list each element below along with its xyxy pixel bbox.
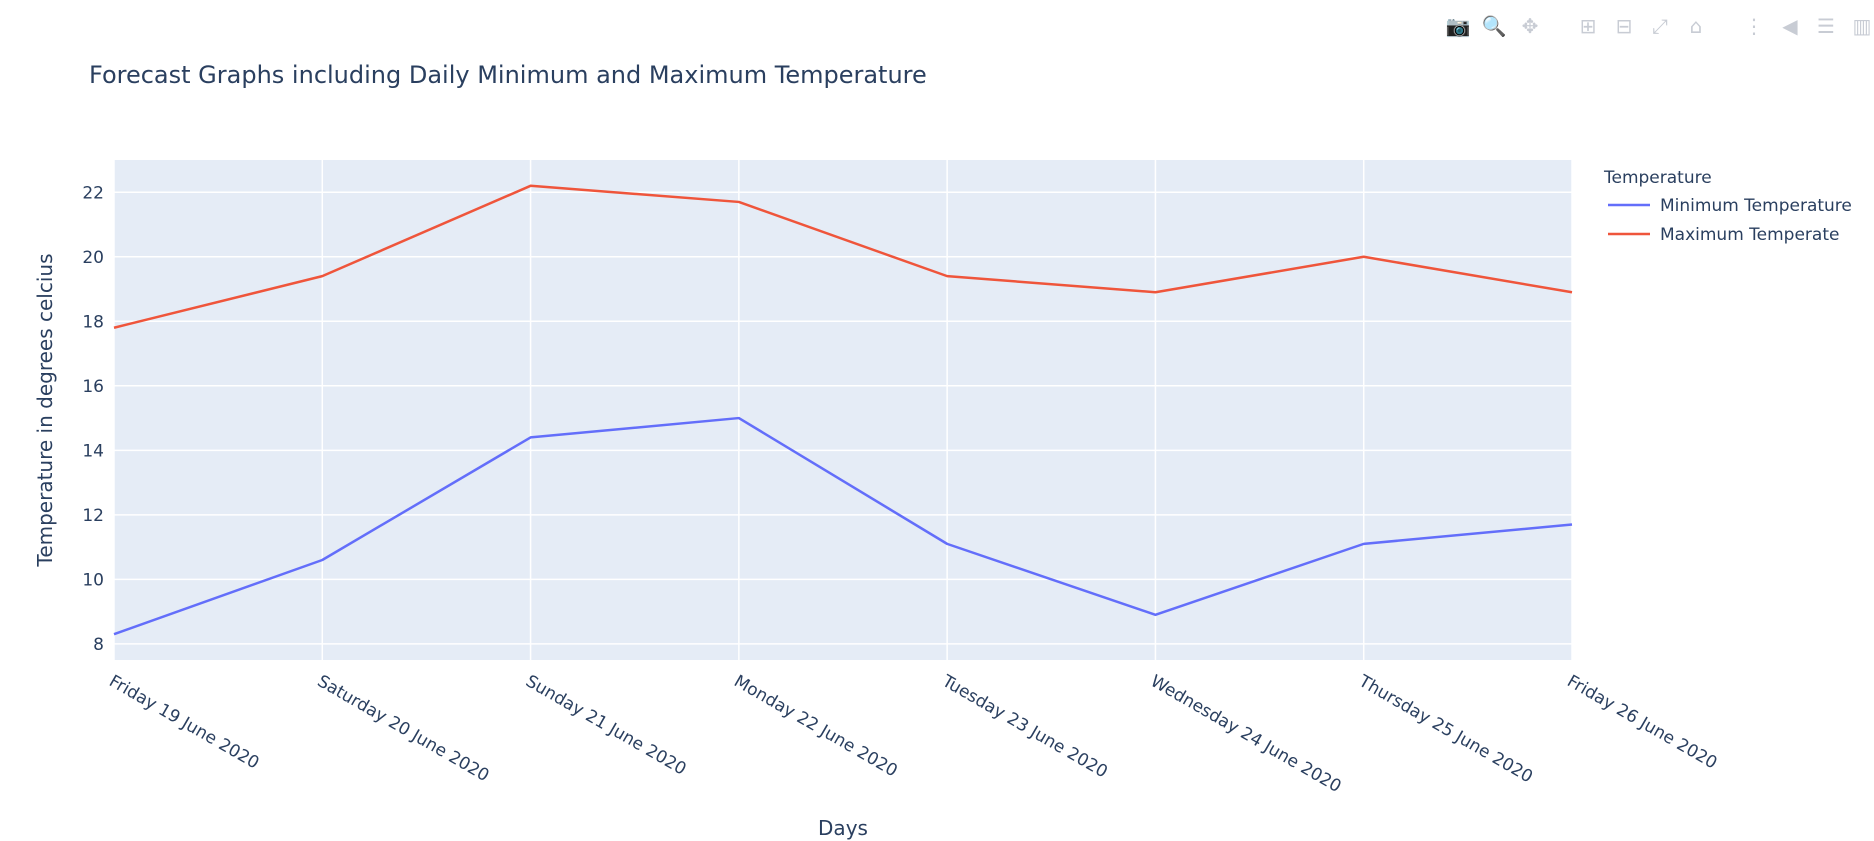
- plot-area: [114, 160, 1572, 660]
- data-point[interactable]: [528, 183, 534, 189]
- pan-icon[interactable]: ✥: [1521, 14, 1539, 38]
- series-line-maximum[interactable]: [113, 184, 1573, 329]
- data-point[interactable]: [944, 273, 950, 279]
- legend-label: Maximum Temperate: [1660, 225, 1839, 245]
- home-icon[interactable]: ⌂: [1689, 14, 1703, 38]
- chart-title: Forecast Graphs including Daily Minimum …: [89, 61, 927, 89]
- modebar: 📷 🔍 ✥ ⊞ ⊟ ⤢ ⌂ ⋮ ◀ ☰ ▥: [1446, 14, 1874, 38]
- x-axis-title: Days: [818, 816, 868, 840]
- legend-item[interactable]: Maximum Temperate: [1608, 225, 1839, 245]
- zoom-icon[interactable]: 🔍: [1481, 14, 1507, 38]
- x-tick-label: Friday 26 June 2020: [1564, 671, 1721, 773]
- y-axis-title: Temperature in degrees celcius: [33, 253, 57, 567]
- zoom-in-icon[interactable]: ⊞: [1579, 14, 1597, 38]
- x-tick-label: Thursday 25 June 2020: [1354, 671, 1536, 787]
- x-tick-label: Monday 22 June 2020: [730, 671, 900, 781]
- x-tick-label: Saturday 20 June 2020: [314, 671, 493, 786]
- camera-icon[interactable]: 📷: [1445, 14, 1471, 38]
- x-tick-label: Tuesday 23 June 2020: [938, 671, 1111, 782]
- legend-label: Minimum Temperature: [1660, 196, 1852, 216]
- hover-compare-icon[interactable]: ☰: [1817, 14, 1835, 38]
- autoscale-icon[interactable]: ⤢: [1652, 14, 1668, 38]
- data-point[interactable]: [1152, 612, 1158, 618]
- x-tick-label: Wednesday 24 June 2020: [1147, 671, 1345, 797]
- legend-title: Temperature: [1603, 168, 1712, 188]
- y-tick-label: 18: [82, 312, 104, 332]
- data-point[interactable]: [1152, 289, 1158, 295]
- data-point[interactable]: [736, 199, 742, 205]
- y-tick-label: 10: [82, 570, 104, 590]
- data-point[interactable]: [944, 541, 950, 547]
- x-tick-label: Friday 19 June 2020: [106, 671, 263, 773]
- spike-lines-icon[interactable]: ⋮: [1744, 14, 1764, 38]
- y-tick-label: 8: [93, 635, 104, 655]
- y-tick-label: 20: [82, 248, 104, 268]
- zoom-out-icon[interactable]: ⊟: [1615, 14, 1633, 38]
- y-tick-label: 22: [82, 183, 104, 203]
- series-line-minimum[interactable]: [113, 416, 1573, 636]
- data-point[interactable]: [111, 631, 117, 637]
- data-point[interactable]: [319, 557, 325, 563]
- x-tick-label: Sunday 21 June 2020: [522, 671, 689, 779]
- legend: Temperature Minimum Temperature Maximum T…: [1603, 168, 1852, 245]
- y-tick-label: 16: [82, 377, 104, 397]
- data-point[interactable]: [1361, 254, 1367, 260]
- plotly-logo-icon[interactable]: ▥: [1852, 14, 1872, 38]
- y-tick-label: 14: [82, 441, 104, 461]
- data-point[interactable]: [111, 325, 117, 331]
- y-tick-label: 12: [82, 506, 104, 526]
- data-point[interactable]: [1569, 289, 1575, 295]
- data-point[interactable]: [736, 415, 742, 421]
- data-point[interactable]: [1569, 522, 1575, 528]
- hover-closest-icon[interactable]: ◀: [1782, 14, 1798, 38]
- data-point[interactable]: [528, 434, 534, 440]
- data-point[interactable]: [1361, 541, 1367, 547]
- data-point[interactable]: [319, 273, 325, 279]
- legend-item[interactable]: Minimum Temperature: [1608, 196, 1852, 216]
